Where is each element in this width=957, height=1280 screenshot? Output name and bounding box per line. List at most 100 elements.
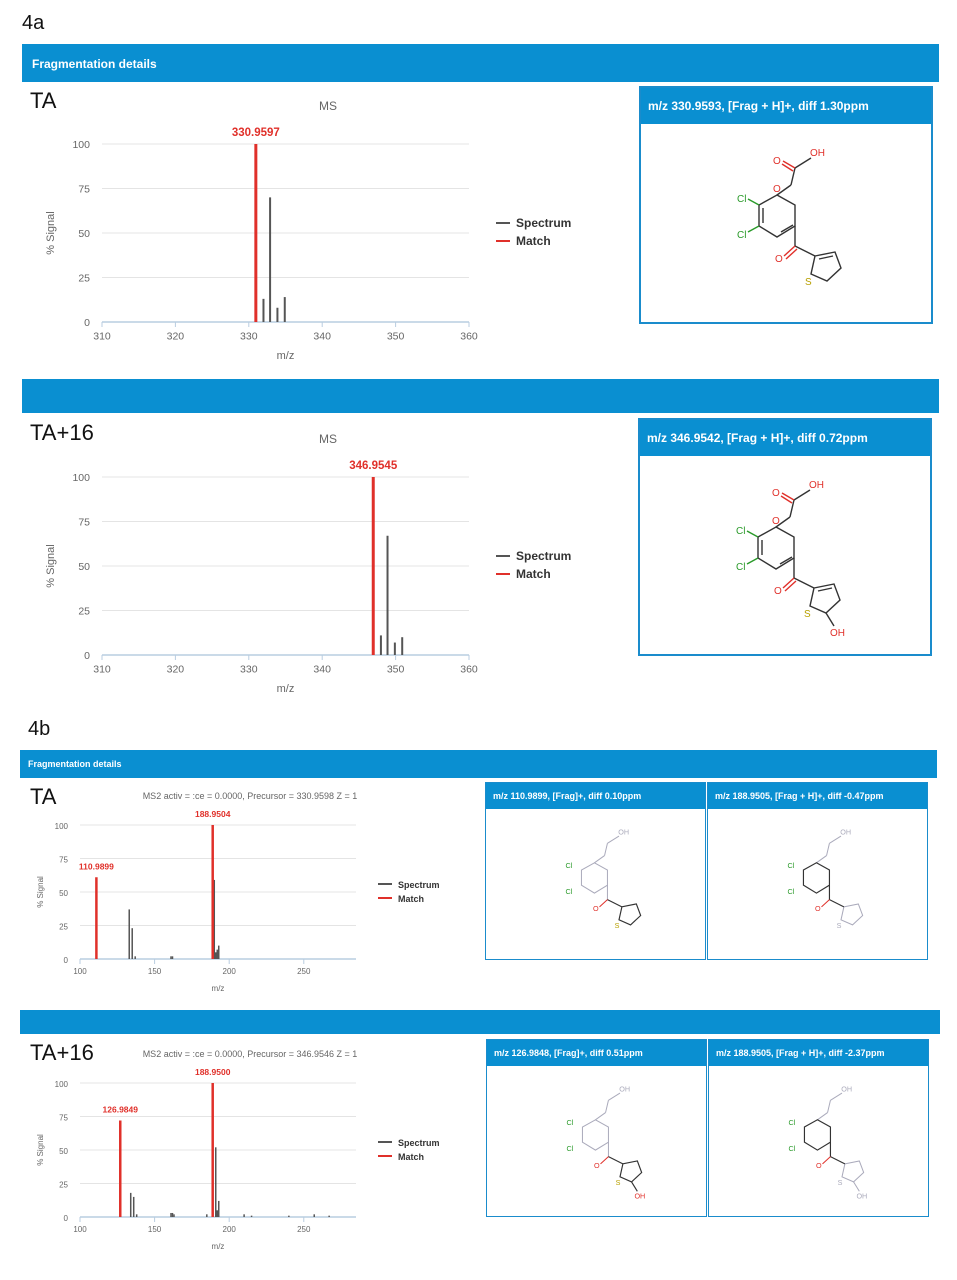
y-tick-label: 50 bbox=[59, 1147, 68, 1156]
match-data-label: 110.9899 bbox=[79, 861, 114, 871]
svg-text:OH: OH bbox=[856, 1192, 867, 1201]
svg-text:O: O bbox=[773, 156, 781, 167]
y-tick-label: 50 bbox=[59, 889, 68, 898]
match-data-label: 188.9504 bbox=[195, 809, 231, 819]
molecule-structure-ta: O OH O Cl Cl O S bbox=[737, 148, 842, 288]
svg-text:S: S bbox=[838, 1178, 843, 1187]
svg-text:O: O bbox=[775, 254, 783, 265]
panel-label-ta16: TA+16 bbox=[30, 420, 94, 445]
x-tick-label: 250 bbox=[297, 1225, 311, 1234]
svg-text:O: O bbox=[594, 1161, 600, 1170]
y-tick-label: 100 bbox=[72, 139, 90, 151]
svg-text:O: O bbox=[816, 1161, 822, 1170]
figure-4b-label: 4b bbox=[28, 718, 51, 740]
separator-bar-4a bbox=[22, 379, 939, 413]
y-tick-label: 25 bbox=[78, 606, 90, 618]
x-tick-label: 250 bbox=[297, 967, 311, 976]
y-tick-label: 100 bbox=[72, 472, 90, 484]
x-tick-label: 200 bbox=[223, 967, 237, 976]
svg-text:Cl: Cl bbox=[789, 1118, 796, 1127]
svg-text:OH: OH bbox=[618, 828, 629, 837]
match-data-label: 346.9545 bbox=[349, 460, 398, 472]
y-tick-label: 100 bbox=[55, 1080, 69, 1089]
y-tick-label: 75 bbox=[78, 517, 90, 529]
legend-label-match: Match bbox=[398, 894, 424, 904]
svg-text:Cl: Cl bbox=[567, 1118, 574, 1127]
svg-text:OH: OH bbox=[810, 148, 825, 159]
svg-text:O: O bbox=[772, 516, 780, 527]
x-tick-label: 360 bbox=[460, 331, 478, 343]
y-tick-label: 25 bbox=[59, 923, 68, 932]
y-tick-label: 25 bbox=[78, 273, 90, 285]
svg-text:Cl: Cl bbox=[567, 1144, 574, 1153]
panel-label-ta16-4b: TA+16 bbox=[30, 1040, 94, 1065]
molecule-structure-ta16: O OH O Cl Cl O S OH bbox=[736, 480, 845, 639]
y-tick-label: 100 bbox=[55, 822, 69, 831]
svg-text:Cl: Cl bbox=[737, 194, 746, 205]
x-axis-label: m/z bbox=[277, 350, 295, 362]
structure-panel-ta-frag2: m/z 188.9505, [Frag + H]+, diff -0.47ppm… bbox=[707, 782, 928, 960]
legend-label-spectrum: Spectrum bbox=[398, 1138, 440, 1148]
y-axis-label: % Signal bbox=[36, 876, 45, 908]
x-axis-label: m/z bbox=[212, 984, 225, 993]
svg-text:S: S bbox=[804, 609, 811, 620]
x-tick-label: 350 bbox=[387, 331, 405, 343]
fragmentation-details-header-4b: Fragmentation details bbox=[20, 750, 937, 778]
x-tick-label: 100 bbox=[73, 1225, 87, 1234]
svg-text:OH: OH bbox=[830, 628, 845, 639]
molecule-structure-ta-frag2: OH Cl Cl O S bbox=[788, 828, 864, 930]
x-tick-label: 360 bbox=[460, 664, 478, 676]
structure-title: m/z 188.9505, [Frag + H]+, diff -2.37ppm bbox=[709, 1040, 928, 1066]
svg-text:OH: OH bbox=[634, 1192, 645, 1201]
x-tick-label: 340 bbox=[313, 331, 331, 343]
svg-text:Cl: Cl bbox=[737, 230, 746, 241]
svg-text:O: O bbox=[772, 488, 780, 499]
y-tick-label: 0 bbox=[64, 956, 69, 965]
svg-text:OH: OH bbox=[840, 828, 851, 837]
y-tick-label: 75 bbox=[59, 1114, 68, 1123]
fragmentation-details-header-4a: Fragmentation details bbox=[22, 44, 939, 82]
x-tick-label: 200 bbox=[223, 1225, 237, 1234]
structure-panel-ta16-frag2: m/z 188.9505, [Frag + H]+, diff -2.37ppm… bbox=[708, 1039, 929, 1217]
svg-text:Cl: Cl bbox=[736, 562, 745, 573]
legend-label-match: Match bbox=[516, 567, 551, 581]
match-data-label: 126.9849 bbox=[103, 1105, 139, 1115]
molecule-structure-ta16-frag2: OH Cl Cl O S OH bbox=[789, 1085, 868, 1201]
y-axis-label: % Signal bbox=[36, 1134, 45, 1166]
legend-label-match: Match bbox=[398, 1152, 424, 1162]
svg-text:Cl: Cl bbox=[566, 861, 573, 870]
x-tick-label: 320 bbox=[167, 664, 185, 676]
y-tick-label: 0 bbox=[64, 1214, 69, 1223]
chart-title: MS bbox=[319, 432, 337, 446]
match-data-label: 188.9500 bbox=[195, 1067, 231, 1077]
ms2-chart-ta: MS2 activ = :ce = 0.0000, Precursor = 33… bbox=[36, 791, 440, 993]
legend-label-match: Match bbox=[516, 234, 551, 248]
y-tick-label: 50 bbox=[78, 561, 90, 573]
match-data-label: 330.9597 bbox=[232, 127, 280, 139]
y-tick-label: 0 bbox=[84, 650, 90, 662]
svg-text:OH: OH bbox=[841, 1085, 852, 1094]
svg-text:S: S bbox=[837, 921, 842, 930]
structure-title: m/z 126.9848, [Frag]+, diff 0.51ppm bbox=[487, 1040, 706, 1066]
ms-chart-ta16: MS 0 25 50 75 100 310 320 330 340 350 360 m/z % Signa… bbox=[45, 432, 571, 695]
x-tick-label: 310 bbox=[93, 664, 111, 676]
y-tick-label: 75 bbox=[78, 184, 90, 196]
y-axis-label: % Signal bbox=[45, 544, 57, 587]
svg-text:Cl: Cl bbox=[736, 526, 745, 537]
structure-panel-ta16-frag1: m/z 126.9848, [Frag]+, diff 0.51ppm OH C… bbox=[486, 1039, 707, 1217]
ms-chart-ta: MS 0 25 50 75 100 310 320 330 340 350 360 m/z % Signa… bbox=[45, 99, 571, 362]
structure-title: m/z 346.9542, [Frag + H]+, diff 0.72ppm bbox=[640, 420, 930, 456]
svg-text:O: O bbox=[774, 586, 782, 597]
x-axis-label: m/z bbox=[277, 683, 295, 695]
ms2-chart-ta16: MS2 activ = :ce = 0.0000, Precursor = 34… bbox=[36, 1049, 440, 1251]
separator-bar-4b bbox=[20, 1010, 940, 1034]
header-title: Fragmentation details bbox=[28, 759, 122, 769]
header-title: Fragmentation details bbox=[32, 57, 157, 71]
svg-text:OH: OH bbox=[809, 480, 824, 491]
structure-panel-ta-frag1: m/z 110.9899, [Frag]+, diff 0.10ppm OH C… bbox=[485, 782, 706, 960]
x-tick-label: 320 bbox=[167, 331, 185, 343]
figure-4a-label: 4a bbox=[22, 12, 45, 34]
x-tick-label: 150 bbox=[148, 967, 162, 976]
svg-text:O: O bbox=[773, 184, 781, 195]
panel-label-ta: TA bbox=[30, 88, 57, 113]
